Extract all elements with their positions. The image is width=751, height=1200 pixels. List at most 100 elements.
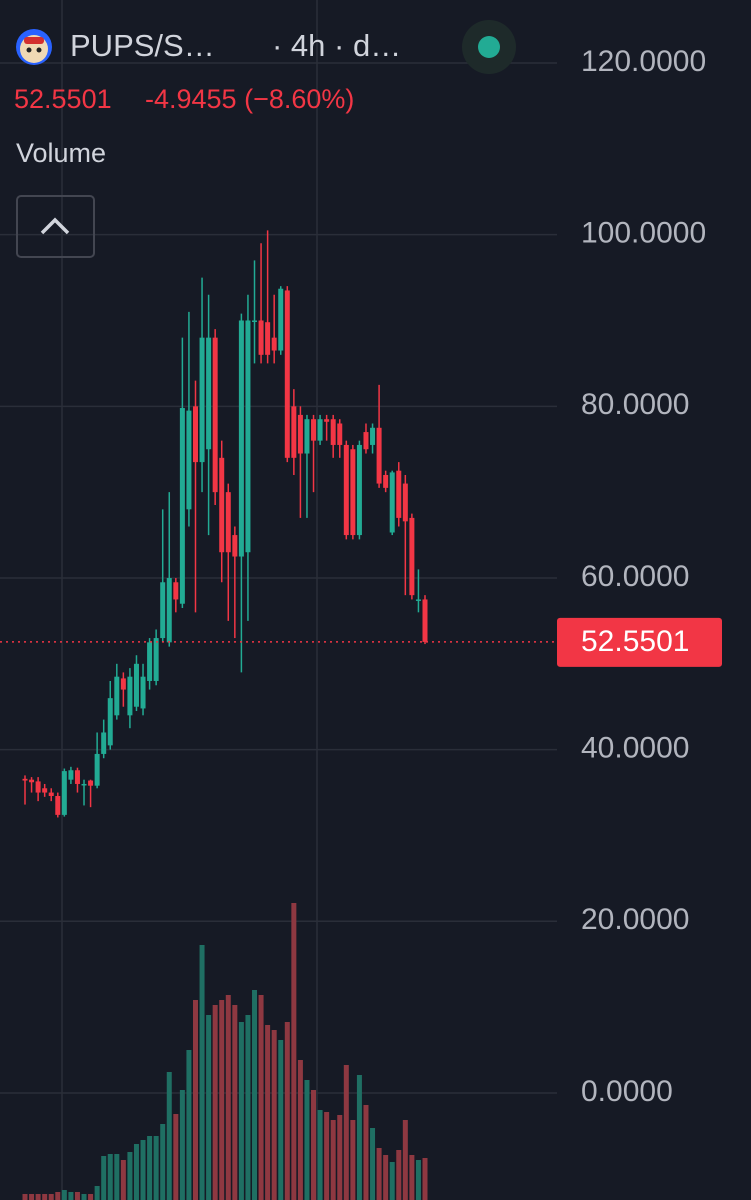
candle-body [212,337,218,493]
volume-bar [219,1000,225,1200]
candle-body [42,788,48,793]
y-tick-label: 0.0000 [581,1075,673,1108]
candle-body [284,290,290,458]
volume-bar [291,903,297,1200]
volume-bar [212,1005,218,1200]
candle-group [22,230,428,818]
candle-body [81,783,87,786]
volume-bar [370,1128,376,1200]
candle-body [74,770,80,784]
chevron-icon [40,217,70,235]
volume-label: Volume [16,138,106,168]
volume-bar [147,1136,153,1200]
volume-bar [35,1194,41,1200]
candle-body [166,577,172,643]
y-tick-label: 80.0000 [581,388,689,421]
volume-bar [206,1015,212,1200]
volume-bar [186,1050,192,1200]
y-tick-label: 20.0000 [581,903,689,936]
candle-body [61,771,67,815]
volume-bar [120,1160,126,1200]
candle-body [153,638,159,681]
volume-bar [133,1144,139,1200]
candle-body [396,470,402,518]
y-tick-label: 100.0000 [581,217,706,250]
candle-body [140,676,146,709]
candle-body [186,410,192,510]
volume-bar [88,1194,94,1200]
candle-body [160,582,166,639]
candle-body [252,320,258,322]
collapse-button[interactable] [16,195,95,258]
candle-body [389,472,395,533]
candle-body [245,320,251,553]
candle-body [402,483,408,522]
candle-body [225,492,231,553]
candle-body [206,337,212,450]
volume-bar [297,1060,303,1200]
candle-body [330,419,336,445]
candle-body [22,778,28,781]
last-price-tag [557,617,722,667]
candle-body [324,419,330,422]
volume-bar [330,1120,336,1200]
candle-body [297,414,303,454]
candle-body [415,599,421,601]
candle-body [48,792,54,796]
volume-bar [232,1005,238,1200]
status-dot [478,36,500,58]
volume-bar [153,1136,159,1200]
candle-body [219,457,225,553]
volume-bar [284,1022,290,1200]
volume-bar [101,1156,107,1200]
candle-body [343,444,349,536]
volume-bar [238,1022,244,1200]
volume-bar [258,995,264,1200]
candle-body [147,642,153,681]
grid-group [0,62,557,1094]
candle-body [68,770,74,780]
icon-hat [24,37,44,44]
volume-bar [55,1192,61,1200]
candle-body [383,474,389,488]
icon-eye [26,47,32,53]
axis-group: 0.0000 20.0000 40.0000 60.0000 80.0000 100.00… [0,45,722,1108]
volume-bar [42,1194,48,1200]
volume-bar [383,1155,389,1200]
price-change: -4.9455 (−8.60%) [145,84,354,114]
candle-body [265,322,271,355]
volume-group [22,903,428,1200]
candle-body [127,676,133,716]
volume-bar [107,1154,113,1200]
volume-bar [363,1105,369,1200]
candle-body [29,779,35,783]
y-tick-label: 60.0000 [581,560,689,593]
candle-body [94,753,100,786]
volume-bar [94,1186,100,1200]
volume-bar [265,1025,271,1200]
candle-body [101,732,107,754]
volume-bar [68,1192,74,1200]
candle-body [409,517,415,596]
volume-bar [324,1112,330,1200]
candle-body [356,444,362,536]
candle-body [35,781,41,793]
candle-body [232,535,238,557]
icon-eye [36,47,42,53]
candle-body [55,795,61,815]
volume-bar [81,1194,87,1200]
interval[interactable]: · 4h · d… [272,28,401,63]
volume-bar [29,1194,35,1200]
volume-bar [278,1040,284,1200]
candle-body [376,427,382,484]
volume-bar [311,1090,317,1200]
symbol[interactable]: PUPS/S… [70,28,215,63]
candle-body [107,698,113,746]
volume-bar [48,1194,54,1200]
candle-body [258,320,264,355]
volume-bar [173,1114,179,1200]
volume-bar [415,1160,421,1200]
volume-bar [422,1158,428,1200]
y-tick-label: 120.0000 [581,45,706,78]
